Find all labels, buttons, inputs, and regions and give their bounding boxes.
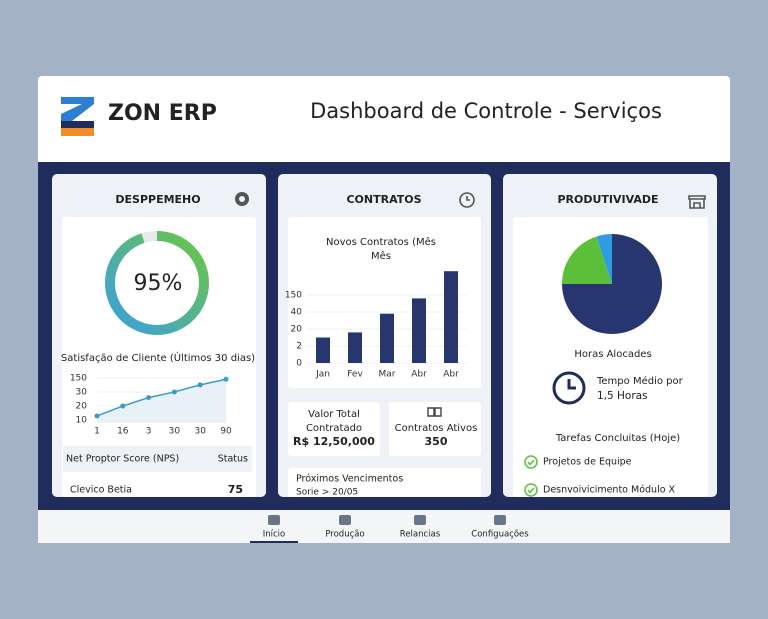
brand: ZON ERP bbox=[108, 101, 217, 126]
kpi-label: Contratos Ativos bbox=[395, 423, 478, 434]
line bbox=[96, 378, 227, 417]
x-tick-label: Mar bbox=[379, 370, 396, 380]
line-area bbox=[97, 379, 226, 423]
panel-title: PRODUTIVIVADE bbox=[557, 193, 658, 206]
x-tick-label: 30 bbox=[194, 427, 206, 437]
nav-label[interactable]: Início bbox=[263, 530, 286, 540]
gauge-arc bbox=[105, 231, 209, 335]
task-item: Projetos de Equipe bbox=[543, 457, 632, 468]
x-tick-label: Fev bbox=[347, 370, 363, 380]
line-point bbox=[223, 376, 229, 382]
bar bbox=[412, 298, 426, 363]
book-icon bbox=[427, 407, 442, 417]
y-tick-label: 0 bbox=[296, 359, 302, 369]
avg-label: Tempo Médio por bbox=[596, 375, 684, 387]
x-tick-label: 1 bbox=[94, 427, 100, 437]
bar bbox=[348, 332, 362, 363]
check-icon bbox=[524, 483, 538, 497]
y-tick-label: 2 bbox=[296, 342, 302, 352]
clock-icon[interactable] bbox=[459, 192, 475, 208]
y-tick-label: 30 bbox=[76, 387, 88, 397]
bottom-nav bbox=[38, 510, 730, 543]
table-cell: Clevico Betia bbox=[70, 485, 132, 496]
y-tick-label: 150 bbox=[70, 373, 87, 383]
check-icon bbox=[527, 459, 535, 466]
x-tick-label: 30 bbox=[169, 427, 181, 437]
panel-title: DESPPEMEHO bbox=[115, 193, 200, 206]
x-tick-label: Abr bbox=[411, 370, 427, 380]
kpi-label: Contratado bbox=[306, 423, 362, 434]
x-tick-label: 90 bbox=[220, 427, 232, 437]
chart-title: Mês bbox=[371, 250, 391, 262]
logo bbox=[61, 97, 94, 136]
line-point bbox=[120, 403, 126, 409]
x-tick-label: Abr bbox=[443, 370, 459, 380]
gauge-label: 95% bbox=[134, 271, 183, 296]
line-point bbox=[171, 389, 177, 395]
kpi-value: 350 bbox=[425, 435, 448, 448]
chart-title: Horas Alocades bbox=[574, 349, 651, 360]
y-tick-label: 20 bbox=[291, 325, 303, 335]
line-point bbox=[146, 395, 152, 401]
pie-slice bbox=[562, 236, 612, 284]
check-icon bbox=[527, 487, 535, 494]
line-point bbox=[94, 413, 100, 419]
panel-title: CONTRATOS bbox=[346, 193, 421, 206]
avg-value: 1,5 Horas bbox=[597, 390, 648, 402]
check-icon bbox=[524, 455, 538, 469]
store-icon[interactable] bbox=[688, 195, 706, 209]
nav-icon[interactable] bbox=[339, 515, 351, 525]
bar bbox=[380, 313, 394, 363]
pie-slice bbox=[596, 234, 612, 284]
bar bbox=[316, 337, 330, 363]
kpi-label: Valor Total bbox=[308, 409, 360, 420]
nav-icon[interactable] bbox=[414, 515, 426, 525]
gear-icon[interactable] bbox=[235, 192, 249, 206]
nav-label[interactable]: Relancias bbox=[400, 530, 441, 540]
table-cell: 75 bbox=[228, 483, 243, 496]
nav-icon[interactable] bbox=[494, 515, 506, 525]
clock-large bbox=[552, 371, 586, 405]
list-item: Sorie > 20/05 bbox=[296, 488, 358, 498]
kpi-value: R$ 12,50,000 bbox=[293, 435, 375, 448]
x-tick-label: 3 bbox=[146, 427, 152, 437]
x-tick-label: Jan bbox=[315, 370, 330, 380]
y-tick-label: 20 bbox=[76, 402, 88, 412]
line-point bbox=[197, 382, 203, 388]
section-title: Satisfação de Cliente (Últimos 30 dias) bbox=[61, 351, 255, 364]
task-item: Desnvoivicimento Módulo X bbox=[543, 485, 676, 496]
y-tick-label: 10 bbox=[76, 416, 88, 426]
nav-label[interactable]: Configuações bbox=[471, 530, 529, 540]
bar bbox=[444, 271, 458, 363]
y-tick-label: 40 bbox=[291, 308, 303, 318]
nav-active bbox=[250, 541, 298, 543]
chart-title: Novos Contratos (Mês bbox=[326, 236, 436, 248]
section-title: Próximos Vencimentos bbox=[296, 474, 403, 485]
nav-label[interactable]: Produção bbox=[325, 530, 364, 540]
x-tick-label: 16 bbox=[117, 427, 129, 437]
nav-icon[interactable] bbox=[268, 515, 280, 525]
page-title: Dashboard de Controle - Serviços bbox=[310, 99, 662, 123]
section-title: Tarefas Concluitas (Hoje) bbox=[555, 433, 680, 444]
table-header: Net Proptor Score (NPS) bbox=[66, 454, 179, 465]
y-tick-label: 150 bbox=[285, 291, 302, 301]
table-header: Status bbox=[218, 454, 248, 465]
